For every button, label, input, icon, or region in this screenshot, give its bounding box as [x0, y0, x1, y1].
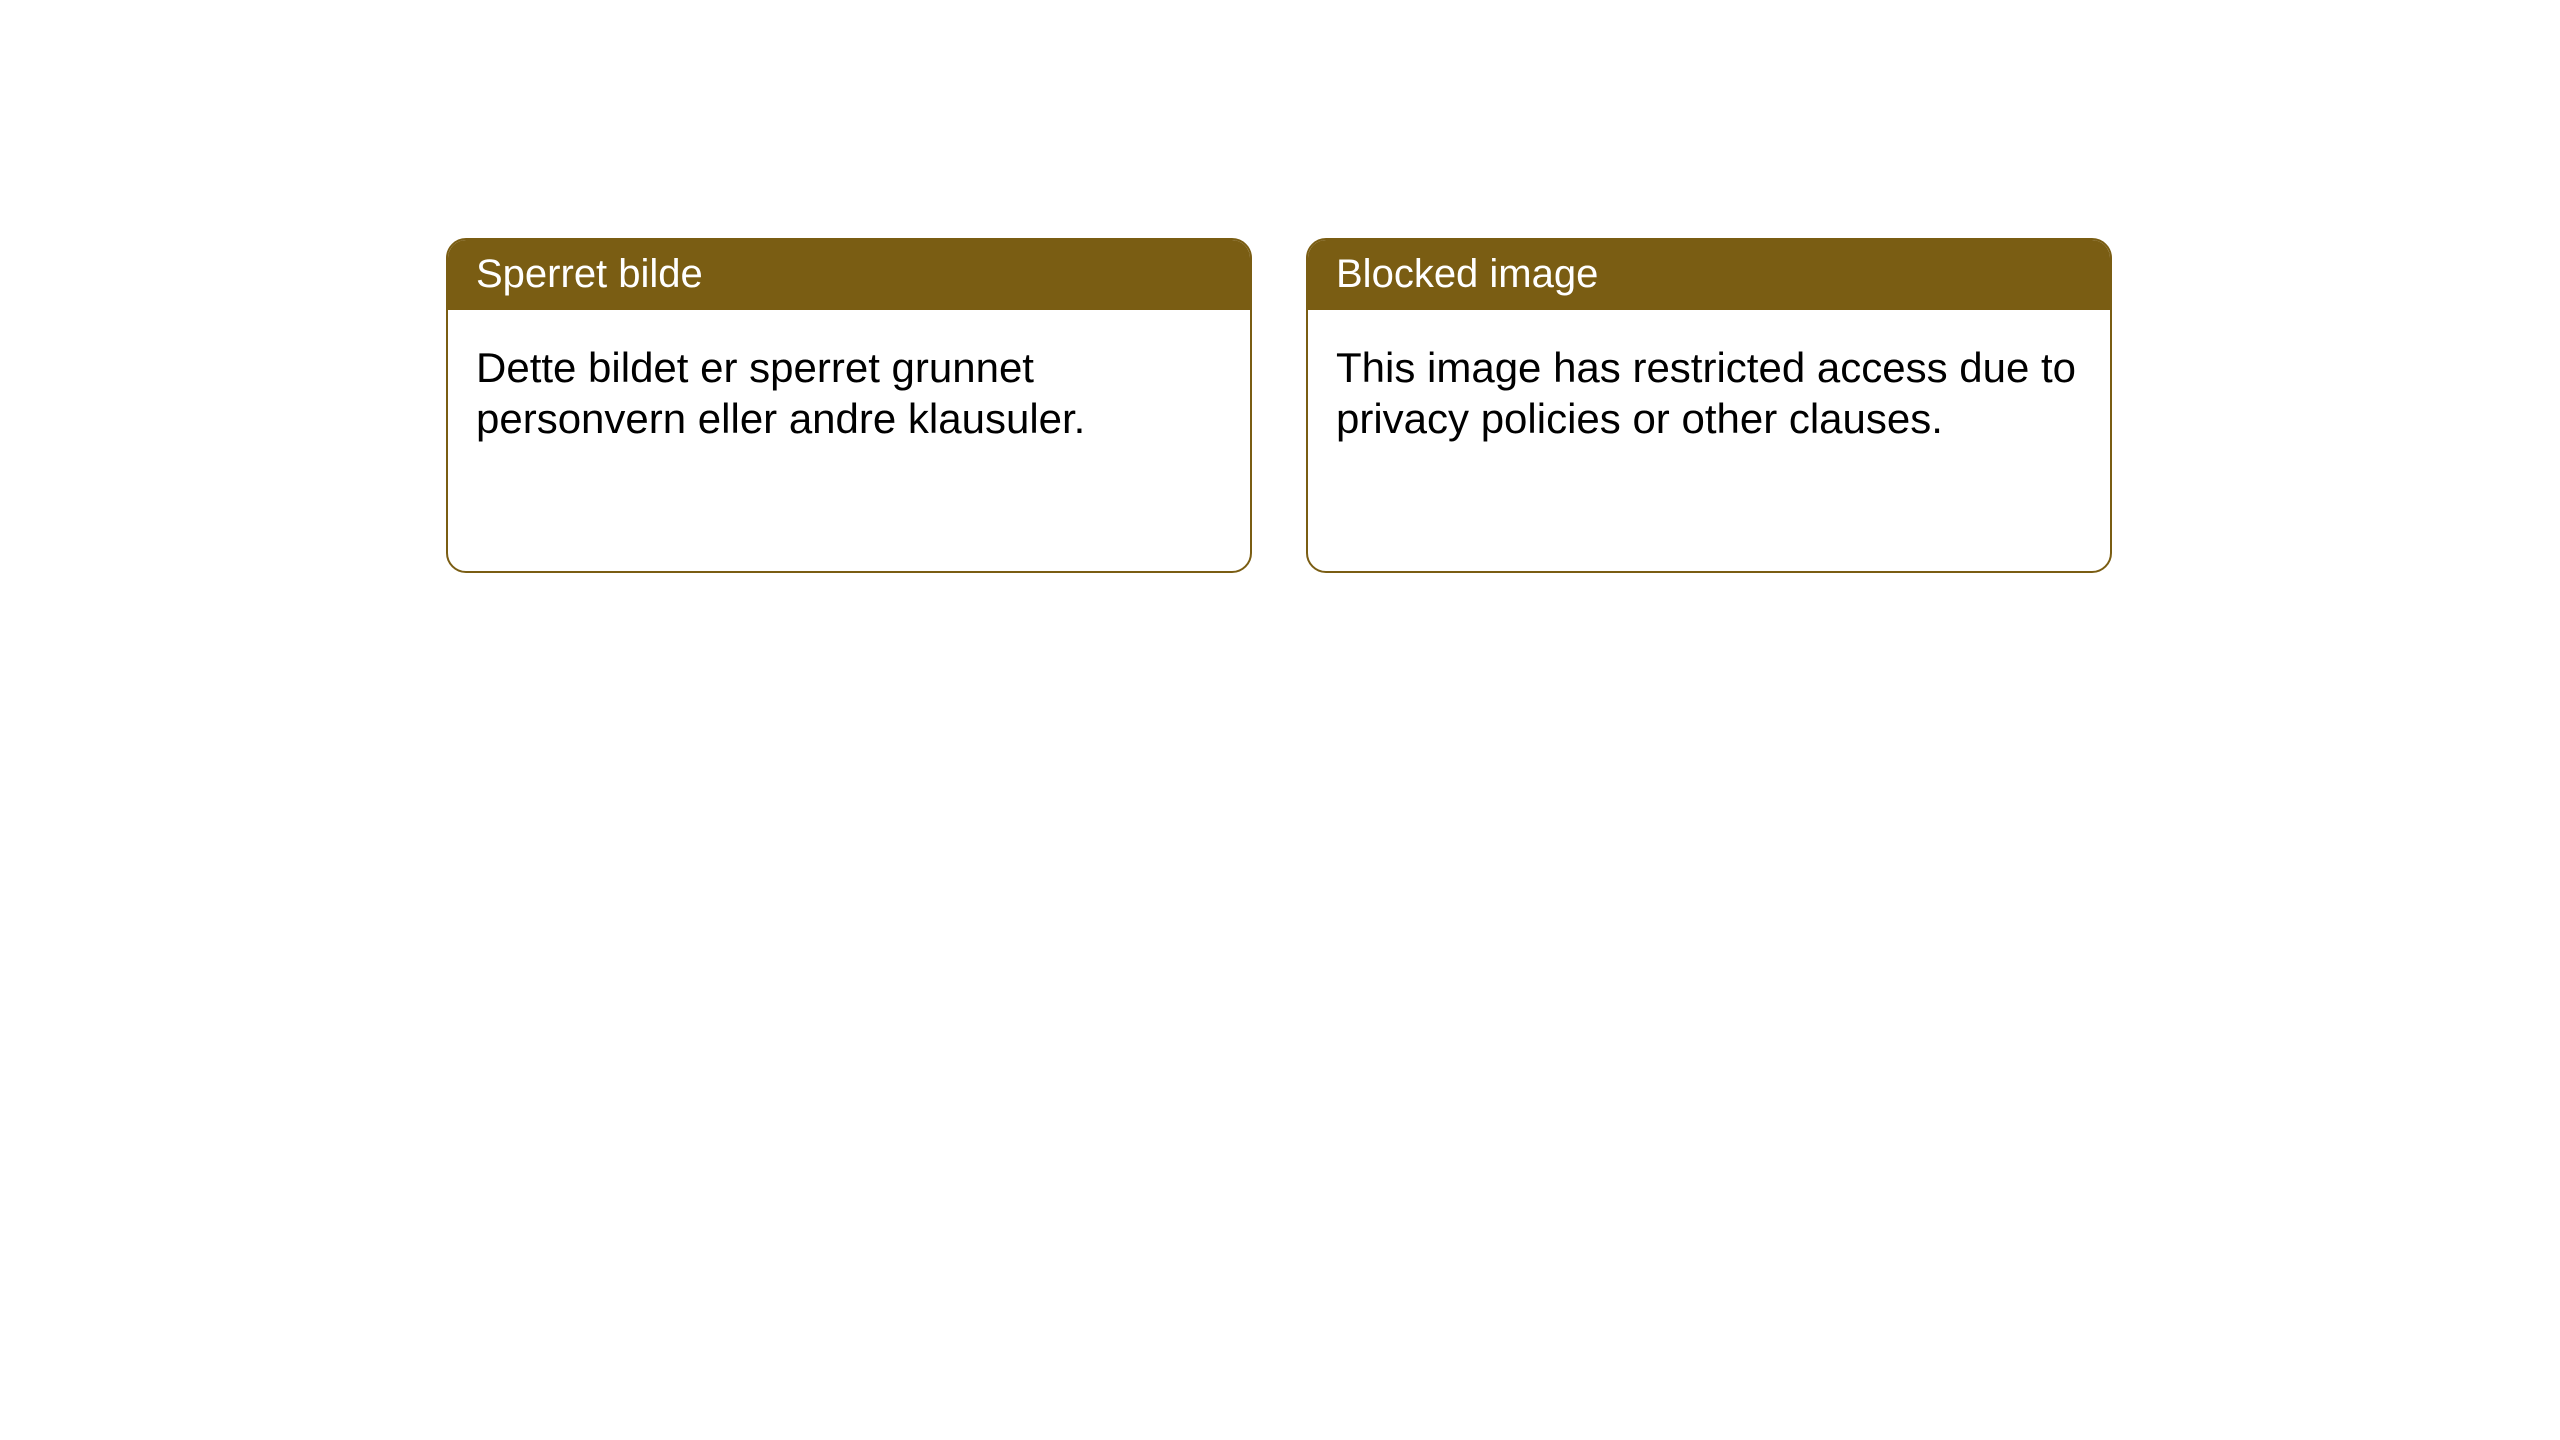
card-header-english: Blocked image — [1308, 240, 2110, 310]
card-body-english: This image has restricted access due to … — [1308, 310, 2110, 476]
card-title: Blocked image — [1336, 252, 1598, 296]
notice-cards-container: Sperret bilde Dette bildet er sperret gr… — [0, 0, 2560, 573]
card-title: Sperret bilde — [476, 252, 703, 296]
notice-card-english: Blocked image This image has restricted … — [1306, 238, 2112, 573]
card-body-norwegian: Dette bildet er sperret grunnet personve… — [448, 310, 1250, 476]
card-header-norwegian: Sperret bilde — [448, 240, 1250, 310]
card-body-text: Dette bildet er sperret grunnet personve… — [476, 344, 1085, 442]
card-body-text: This image has restricted access due to … — [1336, 344, 2076, 442]
notice-card-norwegian: Sperret bilde Dette bildet er sperret gr… — [446, 238, 1252, 573]
